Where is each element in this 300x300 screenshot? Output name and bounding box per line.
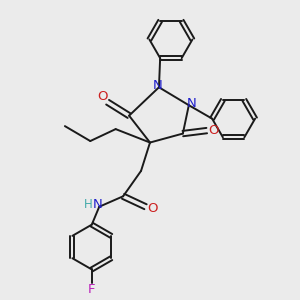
Text: F: F — [88, 283, 95, 296]
Text: O: O — [208, 124, 219, 137]
Text: N: N — [93, 198, 103, 211]
Text: O: O — [97, 90, 107, 103]
Text: N: N — [153, 79, 162, 92]
Text: N: N — [187, 97, 197, 110]
Text: O: O — [147, 202, 157, 215]
Text: H: H — [83, 198, 92, 211]
